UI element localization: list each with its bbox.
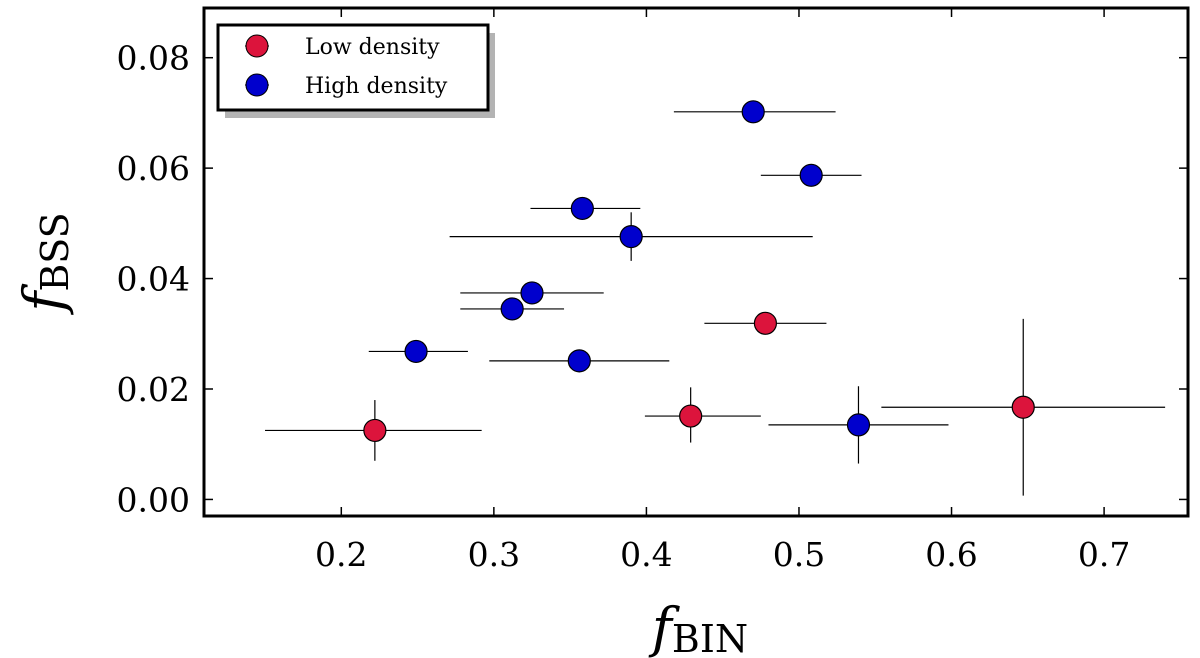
- data-point: [619, 225, 643, 249]
- data-point: [799, 163, 823, 187]
- y-tick-label: 0.06: [117, 149, 190, 188]
- x-tick-label: 0.5: [773, 535, 825, 574]
- x-tick-label: 0.7: [1078, 535, 1130, 574]
- y-tick-label: 0.00: [117, 480, 190, 519]
- data-point: [520, 281, 544, 305]
- data-point: [741, 100, 765, 124]
- x-tick-label: 0.3: [468, 535, 520, 574]
- data-points: [363, 100, 1035, 443]
- x-tick-label: 0.2: [315, 535, 367, 574]
- y-tick-label: 0.08: [117, 39, 190, 78]
- data-point: [846, 413, 871, 437]
- data-point: [570, 196, 594, 221]
- data-point: [679, 404, 703, 428]
- data-point: [567, 349, 591, 373]
- data-point: [1011, 395, 1035, 419]
- x-axis-label: fBIN: [648, 596, 748, 658]
- legend-label-high-density: High density: [305, 74, 448, 99]
- data-point: [404, 339, 428, 364]
- y-tick-label: 0.04: [117, 260, 190, 299]
- y-tick-label: 0.02: [117, 370, 190, 409]
- y-axis-ticks: 0.00 0.02 0.04 0.06 0.08: [117, 39, 1188, 519]
- x-tick-label: 0.6: [925, 535, 977, 574]
- x-tick-label: 0.4: [620, 535, 672, 574]
- data-point: [753, 311, 778, 335]
- legend-label-low-density: Low density: [305, 35, 440, 60]
- plot-frame: [202, 6, 1190, 518]
- legend-marker-high-density: [245, 73, 269, 97]
- legend-marker-low-density: [245, 34, 269, 58]
- data-point: [363, 418, 387, 443]
- legend: Low density High density: [216, 23, 495, 118]
- x-axis-ticks: 0.2 0.3 0.4 0.5 0.6 0.7: [315, 8, 1130, 574]
- y-axis-label: fBSS: [12, 212, 77, 315]
- error-bars: [265, 111, 1166, 496]
- data-point: [500, 297, 524, 321]
